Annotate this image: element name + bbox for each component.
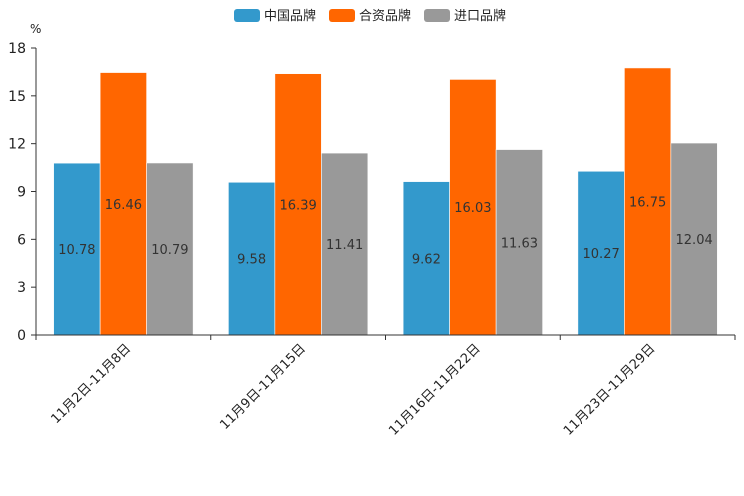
data-label: 16.03 — [454, 201, 491, 216]
legend-label: 合资品牌 — [359, 8, 411, 24]
bar[interactable] — [321, 152, 369, 336]
legend-swatch — [329, 9, 355, 22]
data-label: 16.46 — [105, 198, 142, 213]
data-label: 9.62 — [412, 252, 441, 267]
y-tick-label: 12 — [8, 137, 26, 153]
data-label: 12.04 — [676, 233, 713, 248]
bar[interactable] — [624, 67, 672, 336]
bar[interactable] — [670, 142, 718, 336]
bar[interactable] — [53, 162, 101, 336]
legend-label: 进口品牌 — [454, 8, 506, 24]
legend-item[interactable]: 中国品牌 — [234, 8, 316, 24]
y-tick-label: 6 — [17, 232, 26, 248]
data-label: 16.75 — [629, 195, 666, 210]
x-tick-label: 11月2日-11月8日 — [48, 341, 134, 427]
y-tick-label: 3 — [17, 280, 26, 296]
data-label: 11.63 — [501, 236, 538, 251]
y-axis: 0 3 6 9 12 15 18 — [8, 41, 37, 344]
x-tick-label: 11月16日-11月22日 — [386, 341, 483, 438]
legend-item[interactable]: 合资品牌 — [329, 8, 411, 24]
data-label: 10.78 — [58, 243, 95, 258]
data-label: 10.27 — [583, 247, 620, 262]
bar[interactable] — [228, 181, 276, 336]
legend-swatch — [234, 9, 260, 22]
y-axis-unit-label: % — [30, 22, 41, 36]
x-tick-label: 11月9日-11月15日 — [217, 341, 309, 433]
bar[interactable] — [495, 149, 543, 336]
legend-label: 中国品牌 — [264, 8, 316, 24]
data-label: 9.58 — [237, 253, 266, 268]
bar[interactable] — [449, 79, 497, 336]
bar[interactable] — [274, 73, 322, 336]
y-tick-label: 15 — [8, 89, 26, 105]
data-label: 11.41 — [326, 238, 363, 253]
data-label: 10.79 — [151, 243, 188, 258]
legend: 中国品牌 合资品牌 进口品牌 — [234, 8, 506, 24]
x-axis: 11月2日-11月8日 11月9日-11月15日 11月16日-11月22日 11月2… — [35, 334, 736, 439]
y-tick-label: 9 — [17, 185, 26, 201]
legend-item[interactable]: 进口品牌 — [424, 8, 506, 24]
data-label: 16.39 — [280, 198, 317, 213]
y-tick-label: 18 — [8, 41, 26, 57]
bars: 10.78 9.58 9.62 10.27 16.46 16.39 16.03 16.75 10… — [53, 67, 718, 336]
bar[interactable] — [402, 181, 450, 336]
y-tick-label: 0 — [17, 328, 26, 344]
x-tick-label: 11月23日-11月29日 — [561, 341, 658, 438]
legend-swatch — [424, 9, 450, 22]
